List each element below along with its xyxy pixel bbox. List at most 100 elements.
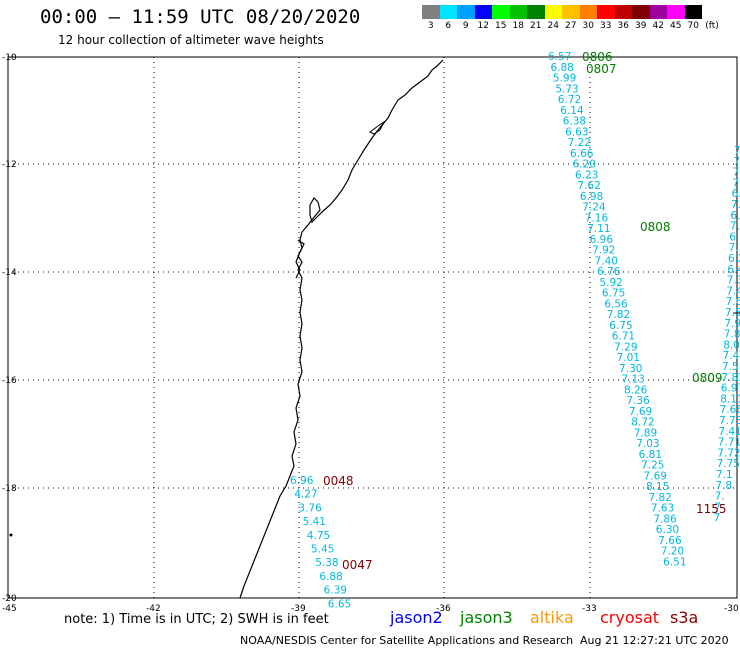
scale-swatch bbox=[632, 5, 650, 19]
wave-height-label: 6.75 bbox=[609, 320, 632, 332]
scale-swatch bbox=[667, 5, 685, 19]
wave-height-label: 6.25 bbox=[729, 231, 740, 243]
wave-height-label: 6.63 bbox=[565, 126, 588, 138]
wave-height-label: 6.56 bbox=[604, 298, 628, 310]
time-label: 0808 bbox=[640, 220, 671, 234]
wave-height-label: 7.01 bbox=[617, 352, 640, 364]
wave-height-label: 7.86 bbox=[653, 513, 677, 525]
scale-label: 70 bbox=[687, 21, 699, 31]
wave-height-label: 7.62 bbox=[726, 296, 740, 308]
wave-height-label: 7.20 bbox=[661, 546, 684, 558]
wave-height-label: 6.38 bbox=[563, 116, 586, 128]
time-label: 1155 bbox=[696, 502, 727, 516]
wave-height-label: 7.38 bbox=[727, 275, 740, 287]
wave-height-label: 6.20 bbox=[573, 159, 596, 171]
latitude-label: -14 bbox=[2, 268, 17, 278]
color-scale bbox=[422, 5, 702, 19]
scale-label: 9 bbox=[462, 21, 469, 31]
wave-height-label: 6.71 bbox=[612, 331, 635, 343]
island-dot bbox=[9, 533, 13, 537]
wave-height-label: 7.83 bbox=[721, 372, 740, 384]
wave-height-label: 6.76 bbox=[597, 266, 621, 278]
wave-height-label: 7.63 bbox=[651, 503, 674, 515]
wave-height-label: 6.57 bbox=[548, 51, 571, 63]
wave-height-label: 5.73 bbox=[555, 83, 578, 95]
wave-height-label: 7.82 bbox=[607, 309, 630, 321]
wave-height-label: 7.37 bbox=[730, 221, 740, 233]
wave-height-label: 4.27 bbox=[294, 489, 317, 501]
satellite-legend-item: jason3 bbox=[460, 608, 513, 627]
wave-height-label: 7.52 bbox=[731, 199, 740, 211]
wave-height-label: 6.96 bbox=[590, 234, 614, 246]
wave-height-label: 5.45 bbox=[311, 544, 334, 556]
wave-height-label: 8.15 bbox=[646, 481, 669, 493]
wave-height-label: 7.22 bbox=[568, 137, 591, 149]
scale-label: 30 bbox=[582, 21, 594, 31]
footer-timestamp: Aug 21 12:27:21 UTC 2020 bbox=[580, 634, 729, 647]
footer-credit: NOAA/NESDIS Center for Satellite Applica… bbox=[240, 634, 574, 647]
wave-height-label: 7.88 bbox=[724, 329, 740, 341]
wave-height-label: 6.23 bbox=[575, 169, 598, 181]
wave-height-label: 7.69 bbox=[629, 406, 652, 418]
wave-height-label: 7.30 bbox=[619, 363, 642, 375]
wave-height-label: 6.39 bbox=[324, 585, 347, 597]
longitude-label: -30 bbox=[724, 604, 739, 614]
scale-label: 3 bbox=[427, 21, 434, 31]
wave-height-label: 7.73 bbox=[719, 415, 740, 427]
wave-height-label: 6.65 bbox=[328, 598, 351, 610]
wave-height-label: 6.66 bbox=[570, 148, 594, 160]
latitude-label: -10 bbox=[2, 53, 17, 63]
wave-height-label: 8.72 bbox=[631, 417, 654, 429]
scale-swatch bbox=[509, 5, 527, 19]
wave-height-label: 7.92 bbox=[592, 245, 615, 257]
scale-label: (ft) bbox=[705, 21, 719, 31]
scale-swatch bbox=[579, 5, 597, 19]
wave-height-label: 7.29 bbox=[614, 341, 637, 353]
wave-height-label: 7. bbox=[715, 491, 725, 503]
wave-height-label: 6.9 bbox=[732, 188, 740, 200]
longitude-label: -42 bbox=[146, 604, 161, 614]
scale-label: 27 bbox=[565, 21, 577, 31]
scale-label: 42 bbox=[652, 21, 664, 31]
latitude-label: -18 bbox=[2, 484, 17, 494]
wave-height-label: 6.14 bbox=[560, 105, 584, 117]
wave-height-label: 7. bbox=[733, 167, 740, 179]
time-label: 0047 bbox=[342, 558, 373, 572]
wave-height-label: 7.69 bbox=[644, 470, 667, 482]
wave-height-label: 6.96 bbox=[290, 475, 314, 487]
wave-height-label: 7.1 bbox=[716, 469, 733, 481]
time-label: 0809 bbox=[692, 371, 723, 385]
scale-label: 33 bbox=[600, 21, 612, 31]
scale-label: 6 bbox=[445, 21, 452, 31]
wave-height-label: 8.26 bbox=[624, 384, 648, 396]
wave-height-label: 7.41 bbox=[726, 285, 740, 297]
scale-label: 36 bbox=[617, 21, 629, 31]
wave-height-label: 6.51 bbox=[663, 556, 686, 568]
wave-height-label: 5.38 bbox=[315, 557, 338, 569]
map-title: 00:00 – 11:59 UTC 08/20/2020 bbox=[40, 6, 361, 28]
wave-height-label: 8.04 bbox=[723, 339, 740, 351]
scale-swatch bbox=[439, 5, 457, 19]
scale-label: 21 bbox=[530, 21, 542, 31]
wave-height-label: 3.76 bbox=[298, 502, 322, 514]
wave-height-label: 7.16 bbox=[585, 212, 609, 224]
time-label: 0806 bbox=[582, 50, 613, 64]
scale-swatch bbox=[649, 5, 667, 19]
scale-label: 39 bbox=[635, 21, 647, 31]
wave-height-label: 5.99 bbox=[553, 73, 576, 85]
wave-height-label: 4.75 bbox=[307, 530, 330, 542]
wave-height-label: 6.72 bbox=[558, 94, 581, 106]
scale-swatch bbox=[474, 5, 492, 19]
wave-height-label: 7.8 bbox=[715, 480, 732, 492]
note-text: note: 1) Time is in UTC; 2) SWH is in fe… bbox=[64, 612, 329, 627]
scale-swatch bbox=[562, 5, 580, 19]
wave-height-label: 6.97 bbox=[721, 383, 740, 395]
color-scale-labels: 3 6 9 12 15 18 21 24 27 30 33 36 39 42 45 70 (ft) bbox=[422, 21, 722, 31]
scale-swatch bbox=[597, 5, 615, 19]
scale-swatch bbox=[527, 5, 545, 19]
wave-height-label: 7.62 bbox=[577, 180, 600, 192]
wave-height-label: 7 bbox=[733, 156, 740, 168]
wave-height-label: 7.11 bbox=[587, 223, 610, 235]
wave-height-label: 7.71 bbox=[718, 437, 740, 449]
scale-label: 45 bbox=[670, 21, 682, 31]
